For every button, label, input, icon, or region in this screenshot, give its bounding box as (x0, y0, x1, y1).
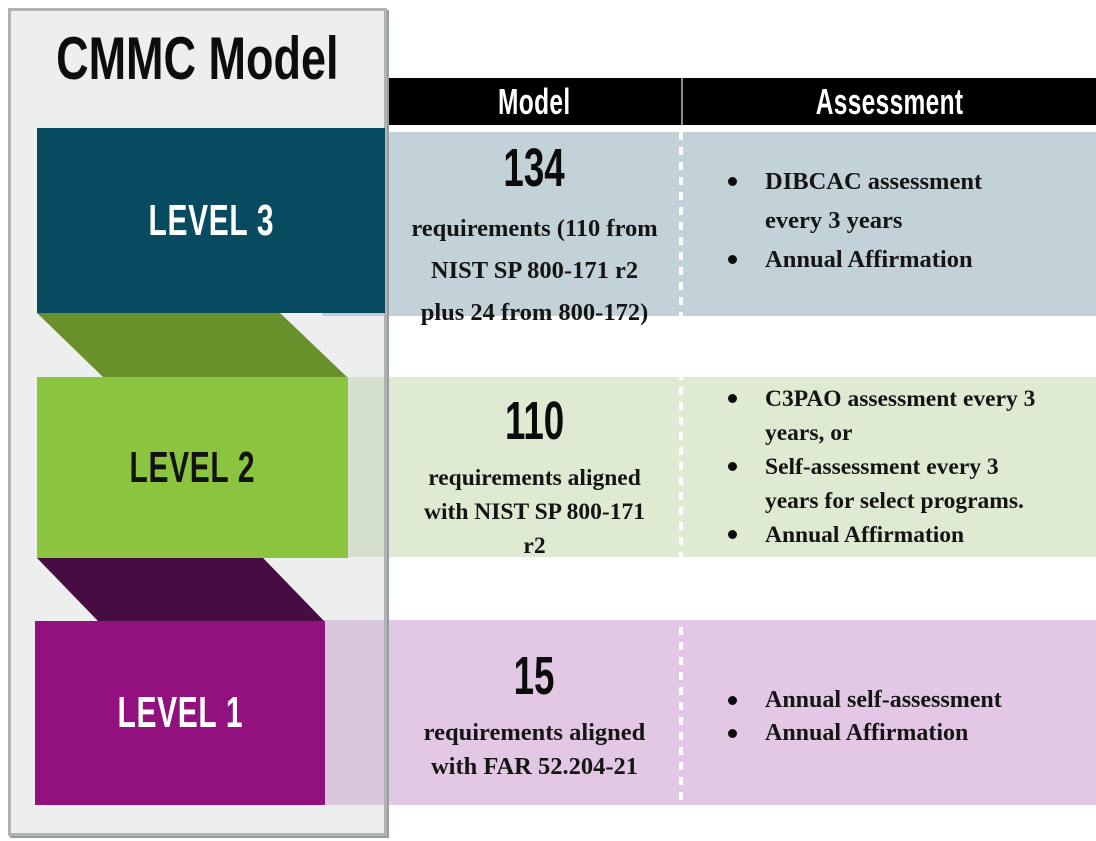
model-column-header: Model (388, 78, 681, 125)
level-3-requirement-count: 134 (503, 138, 566, 198)
page-title: CMMC Model (8, 28, 387, 106)
level-2-requirement-count: 110 (504, 391, 565, 451)
level-1-row-background (322, 620, 1096, 805)
level-1-banner: LEVEL 1 (35, 621, 325, 805)
level-3-row-background (322, 132, 1096, 316)
level-1-requirement-description: requirements aligned with FAR 52.204-21 (423, 719, 646, 780)
level-1-model-cell: 15 requirements aligned with FAR 52.204-… (388, 646, 681, 784)
level-3-assessment-list: DIBCAC assessment every 3 years Annual A… (683, 162, 1096, 279)
level-1-assessment-list: Annual self-assessment Annual Affirmatio… (683, 684, 1096, 750)
level-2-label: LEVEL 2 (129, 442, 256, 492)
level-1-label: LEVEL 1 (117, 688, 243, 737)
page-title-text: CMMC Model (56, 25, 339, 92)
level-3-banner: LEVEL 3 (37, 128, 385, 313)
level-3-requirement-description: requirements (110 from NIST SP 800-171 r… (411, 215, 658, 326)
level-3-model-cell: 134 requirements (110 from NIST SP 800-1… (388, 138, 681, 334)
header-divider-line (681, 78, 683, 125)
assessment-bullet-item: C3PAO assessment every 3 years, or (728, 382, 1096, 450)
assessment-bullet-item: DIBCAC assessment every 3 years (728, 162, 1096, 240)
assessment-bullet-item: Annual self-assessment (728, 684, 1096, 717)
assessment-header-label: Assessment (815, 80, 964, 122)
level-2-row-background (322, 377, 1096, 557)
model-header-label: Model (498, 80, 571, 122)
level-2-assessment-list: C3PAO assessment every 3 years, or Self-… (683, 382, 1096, 552)
level-2-requirement-description: requirements aligned with NIST SP 800-17… (424, 465, 645, 559)
level-1-requirement-count: 15 (514, 646, 555, 706)
assessment-bullet-item: Annual Affirmation (728, 717, 1096, 750)
level-2-model-cell: 110 requirements aligned with NIST SP 80… (388, 391, 681, 563)
assessment-column-header: Assessment (683, 78, 1096, 125)
assessment-bullet-item: Annual Affirmation (728, 240, 1096, 279)
level-3-label: LEVEL 3 (148, 195, 274, 245)
level-2-banner: LEVEL 2 (37, 377, 348, 558)
assessment-bullet-item: Annual Affirmation (728, 518, 1096, 552)
assessment-bullet-item: Self-assessment every 3 years for select… (728, 450, 1096, 518)
column-divider-dashed (679, 132, 683, 805)
